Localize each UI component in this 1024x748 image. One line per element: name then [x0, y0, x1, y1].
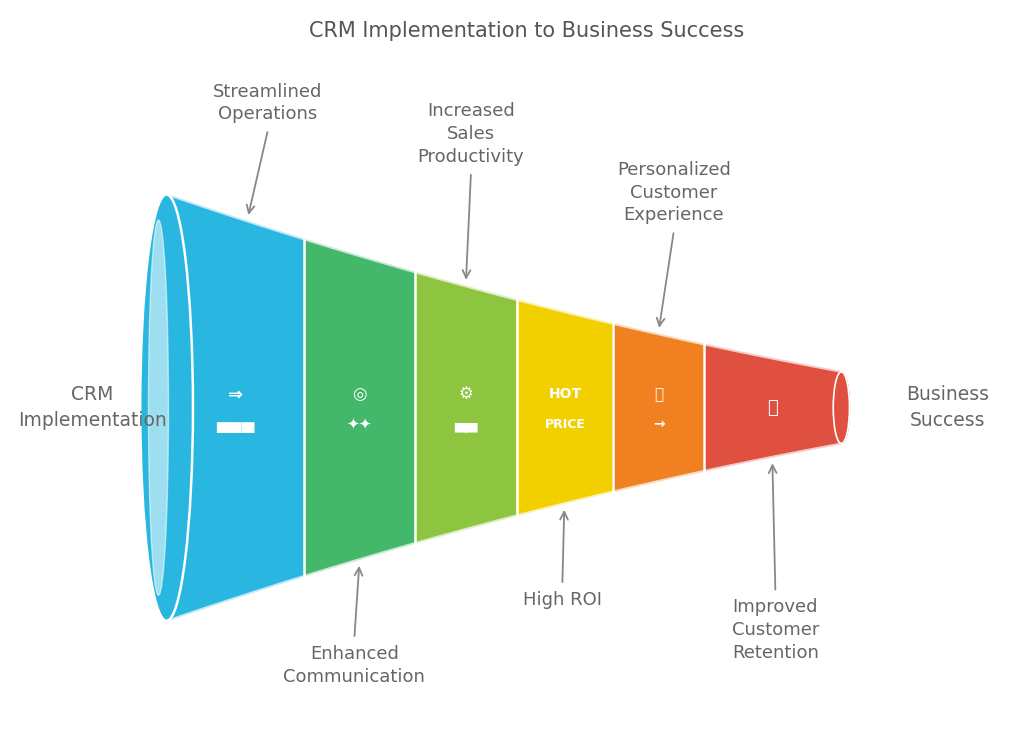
Text: 🤲: 🤲 — [767, 399, 778, 417]
Text: PRICE: PRICE — [545, 417, 586, 431]
Text: Enhanced
Communication: Enhanced Communication — [284, 645, 425, 686]
Polygon shape — [517, 300, 613, 515]
Text: ⚙: ⚙ — [459, 385, 473, 403]
Text: CRM
Implementation: CRM Implementation — [18, 385, 167, 430]
Text: ▅▅: ▅▅ — [455, 417, 477, 432]
Text: High ROI: High ROI — [523, 591, 602, 609]
Polygon shape — [303, 239, 415, 576]
Text: Business
Success: Business Success — [906, 385, 989, 430]
Text: →: → — [653, 417, 665, 431]
Text: 🚶: 🚶 — [654, 387, 664, 402]
Ellipse shape — [148, 220, 169, 595]
Text: Increased
Sales
Productivity: Increased Sales Productivity — [418, 102, 524, 166]
Polygon shape — [415, 272, 517, 543]
Text: Personalized
Customer
Experience: Personalized Customer Experience — [617, 161, 731, 224]
Ellipse shape — [140, 194, 193, 621]
Polygon shape — [167, 194, 303, 621]
Text: ◎: ◎ — [352, 385, 367, 403]
Text: ▅▅▅: ▅▅▅ — [216, 415, 254, 433]
Text: HOT: HOT — [548, 387, 582, 401]
Text: CRM Implementation to Business Success: CRM Implementation to Business Success — [309, 21, 744, 41]
Text: Improved
Customer
Retention: Improved Customer Retention — [732, 598, 819, 662]
Ellipse shape — [834, 372, 850, 444]
Polygon shape — [705, 345, 842, 470]
Text: ⇒: ⇒ — [227, 385, 243, 403]
Polygon shape — [613, 324, 705, 491]
Text: Streamlined
Operations: Streamlined Operations — [213, 82, 323, 123]
Text: ✦✦: ✦✦ — [346, 417, 372, 432]
